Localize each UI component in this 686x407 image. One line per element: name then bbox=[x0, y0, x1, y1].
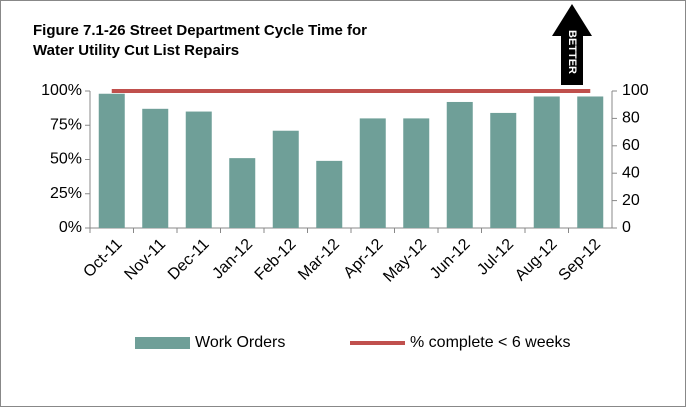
y-tick-label: 25% bbox=[50, 185, 82, 202]
chart-title: Water Utility Cut List Repairs bbox=[33, 42, 239, 59]
bar bbox=[229, 158, 256, 228]
legend-label: Work Orders bbox=[195, 334, 285, 351]
y2-tick-label: 0 bbox=[622, 219, 631, 236]
bar bbox=[446, 101, 473, 228]
legend-label: % complete < 6 weeks bbox=[410, 334, 571, 351]
bar bbox=[577, 96, 604, 228]
chart-title: Figure 7.1-26 Street Department Cycle Ti… bbox=[33, 22, 367, 39]
bar bbox=[98, 93, 125, 229]
bar bbox=[490, 112, 517, 228]
y-tick-label: 100% bbox=[41, 82, 82, 99]
bar bbox=[272, 130, 299, 228]
bar bbox=[403, 118, 430, 228]
y2-tick-label: 80 bbox=[622, 110, 640, 127]
y2-tick-label: 40 bbox=[622, 164, 640, 181]
arrow-head bbox=[552, 4, 592, 36]
bar bbox=[533, 96, 560, 228]
badge-text: BETTER bbox=[566, 30, 578, 74]
y2-tick-label: 100 bbox=[622, 82, 649, 99]
y-tick-label: 0% bbox=[59, 219, 82, 236]
better-arrow: BETTER bbox=[552, 4, 592, 85]
bar bbox=[185, 111, 212, 228]
bar bbox=[359, 118, 386, 228]
y-tick-label: 50% bbox=[50, 151, 82, 168]
bar bbox=[316, 160, 343, 228]
y2-tick-label: 60 bbox=[622, 137, 640, 154]
y2-tick-label: 20 bbox=[622, 192, 640, 209]
y-tick-label: 75% bbox=[50, 116, 82, 133]
bar bbox=[142, 108, 169, 228]
legend-swatch bbox=[135, 337, 190, 349]
arrow-shaft bbox=[561, 35, 583, 85]
